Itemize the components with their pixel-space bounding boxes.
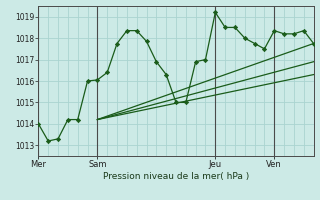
X-axis label: Pression niveau de la mer( hPa ): Pression niveau de la mer( hPa )	[103, 172, 249, 181]
